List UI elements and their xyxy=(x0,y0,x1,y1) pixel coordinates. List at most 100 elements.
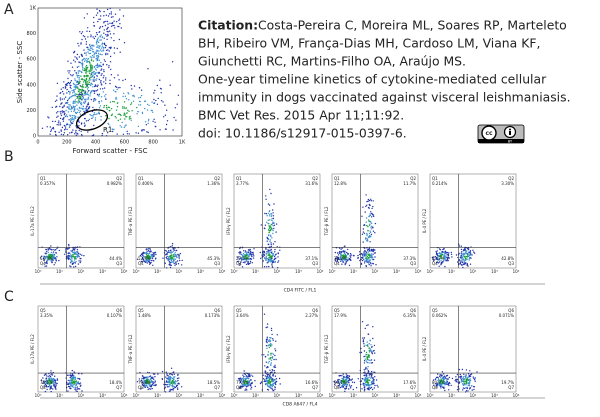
event-dot xyxy=(89,52,92,55)
event-dot xyxy=(344,376,346,379)
event-dot xyxy=(266,376,268,378)
event-dot xyxy=(68,104,70,106)
quadrant-percent: 0.214% xyxy=(432,181,447,186)
event-dot xyxy=(130,103,132,106)
event-dot xyxy=(334,259,336,262)
event-dot xyxy=(445,252,447,254)
event-dot xyxy=(45,381,48,383)
event-dot xyxy=(105,49,108,52)
event-dot xyxy=(136,381,139,383)
event-dot xyxy=(174,247,176,249)
quadrant-name: Q7 xyxy=(214,385,220,390)
event-dot xyxy=(251,251,254,254)
event-dot xyxy=(72,249,74,252)
event-dot xyxy=(345,387,347,389)
event-dot xyxy=(147,120,150,122)
event-dot xyxy=(468,374,470,377)
event-dot xyxy=(79,95,81,98)
event-dot xyxy=(252,257,255,259)
event-dot xyxy=(366,204,368,206)
event-dot xyxy=(65,248,67,250)
event-dot xyxy=(115,96,117,99)
event-dot xyxy=(112,130,114,133)
event-dot xyxy=(95,90,98,92)
event-dot xyxy=(48,375,51,377)
event-dot xyxy=(133,94,135,97)
event-dot xyxy=(264,375,266,377)
event-dot xyxy=(97,37,100,39)
event-dot xyxy=(471,385,473,387)
event-dot xyxy=(368,356,370,358)
event-dot xyxy=(166,386,169,388)
event-dot xyxy=(462,266,464,269)
event-dot xyxy=(92,114,94,117)
event-dot xyxy=(245,378,247,380)
event-dot xyxy=(69,84,71,87)
event-dot xyxy=(269,340,271,343)
event-dot xyxy=(66,128,68,131)
event-dot xyxy=(279,383,281,385)
event-dot xyxy=(244,373,246,376)
event-dot xyxy=(114,91,116,93)
event-dot xyxy=(72,378,74,380)
event-dot xyxy=(110,13,113,15)
event-dot xyxy=(87,102,90,104)
event-dot xyxy=(98,31,101,33)
event-dot xyxy=(43,257,45,260)
event-dot xyxy=(111,113,114,115)
event-dot xyxy=(262,260,264,262)
event-dot xyxy=(367,376,369,379)
event-dot xyxy=(142,378,145,380)
quadrant-percent: 2.27% xyxy=(305,313,318,318)
event-dot xyxy=(271,262,274,264)
event-dot xyxy=(271,266,274,268)
event-dot xyxy=(372,326,374,328)
event-dot xyxy=(142,129,144,131)
event-dot xyxy=(466,387,469,389)
event-dot xyxy=(460,252,462,254)
event-dot xyxy=(91,71,93,73)
event-dot xyxy=(76,383,79,385)
event-dot xyxy=(43,382,45,384)
event-dot xyxy=(84,80,87,82)
event-dot xyxy=(339,386,342,389)
event-dot xyxy=(117,25,119,28)
event-dot xyxy=(357,257,359,260)
event-dot xyxy=(348,264,351,267)
event-dot xyxy=(81,31,84,33)
event-dot xyxy=(103,106,105,109)
event-dot xyxy=(81,78,83,80)
event-dot xyxy=(99,39,101,41)
event-dot xyxy=(467,390,469,392)
event-dot xyxy=(165,128,167,130)
event-dot xyxy=(95,14,98,16)
event-dot xyxy=(271,380,274,383)
event-dot xyxy=(370,222,373,224)
event-dot xyxy=(465,251,467,254)
event-dot xyxy=(141,253,143,255)
event-dot xyxy=(70,131,73,134)
event-dot xyxy=(98,47,100,49)
event-dot xyxy=(60,133,63,136)
event-dot xyxy=(94,68,97,70)
event-dot xyxy=(367,257,370,259)
event-dot xyxy=(241,379,243,381)
event-dot xyxy=(238,258,240,260)
event-dot xyxy=(152,264,154,266)
event-dot xyxy=(357,254,359,257)
event-dot xyxy=(83,81,85,83)
event-dot xyxy=(439,255,441,257)
event-dot xyxy=(98,18,100,20)
event-dot xyxy=(236,260,239,263)
event-dot xyxy=(361,321,364,323)
event-dot xyxy=(271,217,273,220)
x-tick-label: 10⁴ xyxy=(219,393,226,398)
event-dot xyxy=(268,225,270,227)
event-dot xyxy=(269,385,271,387)
quadrant-name: Q4 xyxy=(40,261,46,266)
event-dot xyxy=(342,385,344,388)
event-dot xyxy=(460,377,462,379)
quadrant-name: Q1 xyxy=(138,176,144,181)
